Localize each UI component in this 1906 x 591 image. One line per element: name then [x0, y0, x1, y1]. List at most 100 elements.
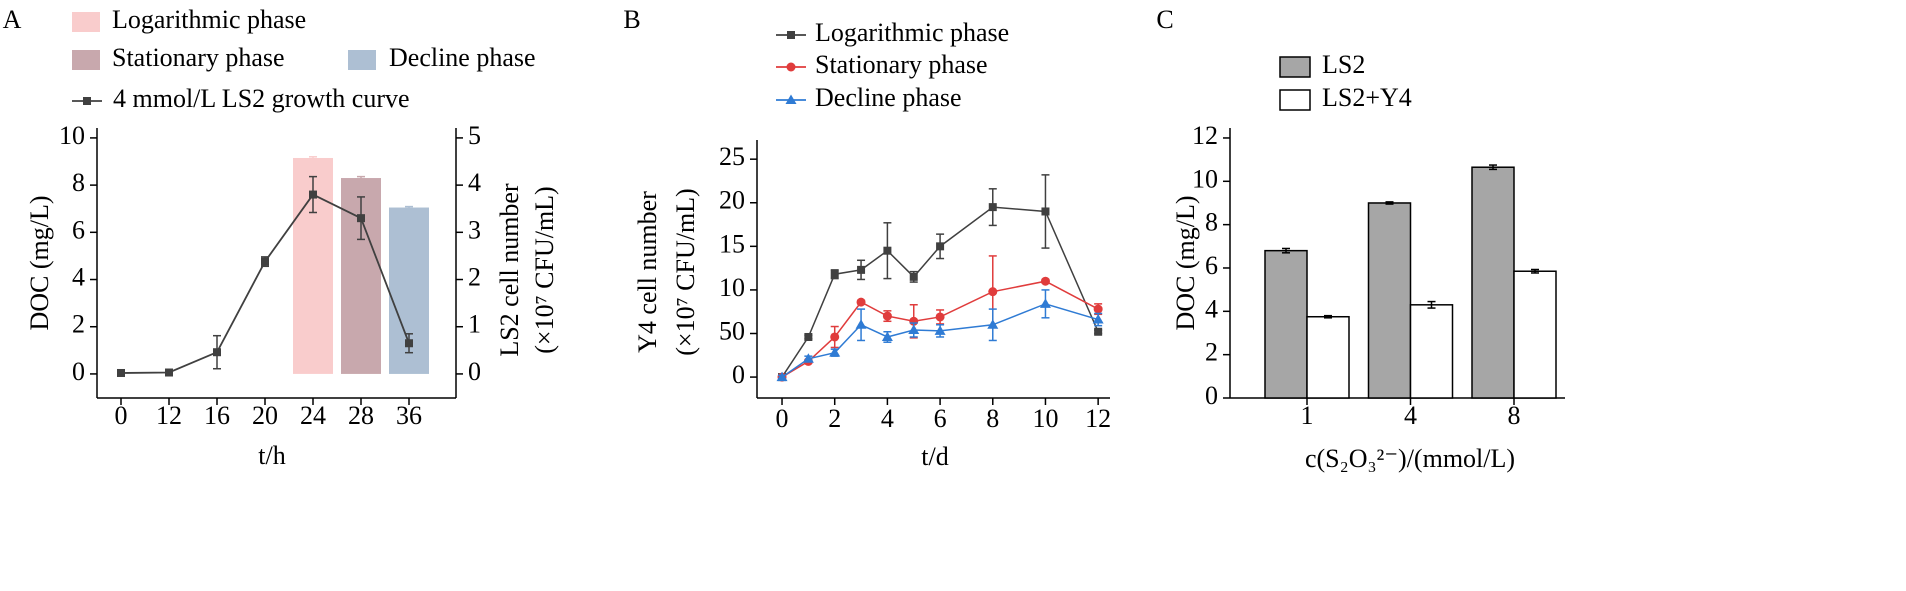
panel-label: A [3, 5, 22, 34]
x-tick-label: 6 [934, 404, 947, 433]
marker [804, 332, 813, 341]
legend-label: 4 mmol/L LS2 growth curve [113, 84, 410, 113]
y-tick-label: 15 [719, 229, 745, 258]
legend-label: Logarithmic phase [112, 5, 306, 34]
marker [883, 246, 892, 255]
marker [934, 325, 946, 335]
marker [786, 62, 796, 72]
y-tick-label: 6 [1205, 251, 1218, 280]
y-tick-label: 2 [72, 310, 85, 339]
y-axis-title: DOC (mg/L) [25, 195, 54, 330]
marker [785, 94, 797, 104]
marker [829, 347, 841, 357]
series-line [781, 280, 1099, 378]
x-tick-label: 28 [348, 401, 374, 430]
x-tick-label: 4 [881, 404, 894, 433]
marker [855, 319, 867, 329]
marker [881, 331, 893, 341]
series-line [781, 206, 1099, 378]
y-tick-label: 8 [1205, 208, 1218, 237]
bar [1471, 166, 1515, 399]
bar [1264, 249, 1308, 399]
legend-label: Stationary phase [815, 50, 988, 79]
y-tick-label: 6 [72, 215, 85, 244]
series-line [781, 303, 1099, 378]
x-axis-title: t/d [921, 442, 948, 471]
y-tick-label: 12 [1192, 121, 1218, 150]
x-tick-label: 16 [204, 401, 230, 430]
marker [909, 272, 918, 281]
x-tick-label: 20 [252, 401, 278, 430]
x-axis-title: c(S₂O₃²⁻)/(mmol/L) [1305, 444, 1515, 473]
marker [857, 265, 866, 274]
marker [987, 319, 999, 329]
x-tick-label: 10 [1032, 404, 1058, 433]
marker [405, 339, 413, 348]
marker [787, 31, 795, 39]
marker [1041, 207, 1050, 216]
marker [936, 242, 945, 251]
y-tick-label: 0 [72, 357, 85, 386]
legend-swatch [72, 50, 100, 70]
marker [988, 287, 998, 297]
bar [1367, 202, 1412, 399]
x-tick-label: 8 [986, 404, 999, 433]
panel-label: C [1156, 5, 1173, 34]
y-axis-title: (×10⁷ CFU/mL) [671, 188, 700, 355]
marker [1094, 327, 1103, 336]
marker [1092, 314, 1104, 324]
bar [1409, 304, 1454, 399]
marker [83, 97, 91, 105]
x-tick-label: 0 [776, 404, 789, 433]
legend-swatch [1279, 89, 1311, 111]
marker [1039, 298, 1051, 308]
x-tick-label: 12 [1085, 404, 1111, 433]
marker [165, 368, 173, 377]
legend-swatch [348, 50, 376, 70]
legend-label: LS2+Y4 [1322, 83, 1412, 112]
legend-label: Decline phase [815, 83, 962, 112]
legend-label: Stationary phase [112, 43, 285, 72]
x-tick-label: 2 [828, 404, 841, 433]
y-axis-title: Y4 cell number [633, 191, 662, 353]
y2-tick-label: 0 [468, 357, 481, 386]
marker [830, 332, 840, 342]
legend-label: Logarithmic phase [815, 18, 1009, 47]
y-tick-label: 8 [72, 168, 85, 197]
marker [213, 348, 221, 357]
y-tick-label: 10 [719, 273, 745, 302]
y2-tick-label: 2 [468, 262, 481, 291]
x-tick-label: 12 [156, 401, 182, 430]
bar [1306, 315, 1350, 399]
y-tick-label: 50 [719, 316, 745, 345]
marker [908, 324, 920, 335]
y2-tick-label: 1 [468, 310, 481, 339]
y2-tick-label: 5 [468, 121, 481, 150]
legend-label: LS2 [1322, 50, 1365, 79]
marker [309, 190, 317, 199]
x-tick-label: 1 [1301, 401, 1314, 430]
marker [261, 257, 269, 266]
y-axis-title: LS2 cell number [495, 183, 524, 357]
marker [1093, 304, 1103, 314]
legend-swatch [1279, 56, 1311, 78]
marker [1040, 276, 1050, 286]
marker [856, 297, 866, 307]
legend-label: Decline phase [389, 43, 536, 72]
y-tick-label: 25 [719, 142, 745, 171]
marker [882, 311, 892, 321]
x-tick-label: 0 [115, 401, 128, 430]
y-tick-label: 4 [1205, 294, 1218, 323]
marker [117, 368, 125, 377]
x-tick-label: 36 [396, 401, 422, 430]
y-axis-title: DOC (mg/L) [1171, 195, 1200, 330]
bar [1513, 270, 1557, 399]
legend-swatch [72, 12, 100, 32]
y-tick-label: 2 [1205, 338, 1218, 367]
x-axis-title: t/h [258, 441, 285, 470]
marker [776, 371, 788, 382]
x-tick-label: 8 [1508, 401, 1521, 430]
y-tick-label: 0 [1205, 381, 1218, 410]
y-tick-label: 20 [719, 186, 745, 215]
